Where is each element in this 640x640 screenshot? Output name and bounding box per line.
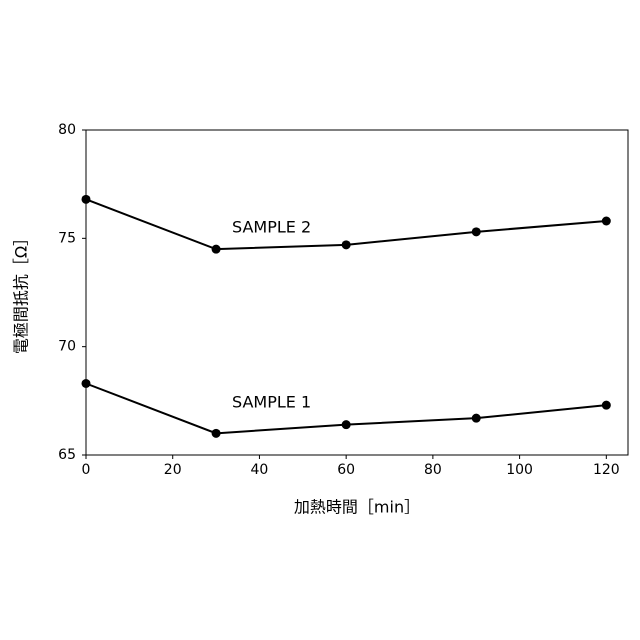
y-tick-label: 65 bbox=[58, 447, 76, 463]
chart: 加熱時間［min］ 電極間抵抗［Ω］ 65 70 75 80 0 20 40 60 80 100 1… bbox=[0, 0, 640, 640]
x-tick-label: 0 bbox=[82, 462, 91, 478]
data-point bbox=[212, 245, 221, 254]
x-tick-label: 120 bbox=[593, 462, 620, 478]
x-tick-label: 40 bbox=[251, 462, 269, 478]
y-axis-label: 電極間抵抗［Ω］ bbox=[12, 230, 31, 354]
x-axis-label: 加熱時間［min］ bbox=[294, 498, 420, 517]
page: {"chart_data": {"type": "line", "x_label… bbox=[0, 0, 640, 640]
series-label: SAMPLE 1 bbox=[232, 393, 311, 412]
data-point bbox=[472, 414, 481, 423]
y-tick-label: 80 bbox=[58, 122, 76, 138]
y-tick-label: 75 bbox=[58, 230, 76, 246]
x-tick-label: 20 bbox=[164, 462, 182, 478]
data-point bbox=[342, 420, 351, 429]
x-tick-label: 60 bbox=[337, 462, 355, 478]
data-point bbox=[212, 429, 221, 438]
data-point bbox=[602, 401, 611, 410]
series-label: SAMPLE 2 bbox=[232, 218, 311, 237]
data-point bbox=[82, 195, 91, 204]
x-tick-label: 80 bbox=[424, 462, 442, 478]
x-tick-label: 100 bbox=[506, 462, 533, 478]
plot-frame bbox=[86, 130, 628, 455]
y-tick-label: 70 bbox=[58, 339, 76, 355]
data-point bbox=[602, 217, 611, 226]
data-point bbox=[472, 227, 481, 236]
data-point bbox=[82, 379, 91, 388]
data-point bbox=[342, 240, 351, 249]
